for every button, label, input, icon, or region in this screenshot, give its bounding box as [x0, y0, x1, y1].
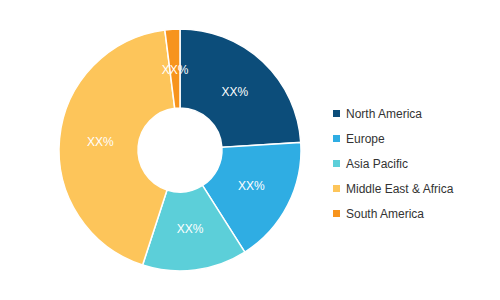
legend-swatch — [333, 160, 340, 167]
legend: North America Europe Asia Pacific Middle Ea… — [333, 107, 454, 221]
legend-item: South America — [333, 207, 424, 221]
data-label: XX% — [162, 63, 189, 77]
data-label: XX% — [177, 222, 204, 236]
legend-label: Asia Pacific — [346, 157, 408, 171]
data-label: XX% — [87, 135, 114, 149]
slice — [180, 29, 301, 147]
legend-label: South America — [346, 207, 424, 221]
data-label: XX% — [238, 179, 265, 193]
data-labels: XX% XX% XX% XX% XX% — [87, 63, 265, 236]
legend-item: Asia Pacific — [333, 157, 408, 171]
data-label: XX% — [221, 85, 248, 99]
chart: XX% XX% XX% XX% XX% North America Europe Asia P… — [0, 0, 500, 300]
legend-label: Middle East & Africa — [346, 182, 454, 196]
legend-item: Europe — [333, 132, 385, 146]
legend-item: Middle East & Africa — [333, 182, 454, 196]
pie — [59, 29, 301, 271]
legend-label: Europe — [346, 132, 385, 146]
legend-swatch — [333, 210, 340, 217]
legend-label: North America — [346, 107, 422, 121]
legend-item: North America — [333, 107, 422, 121]
legend-swatch — [333, 185, 340, 192]
legend-swatch — [333, 110, 340, 117]
legend-swatch — [333, 135, 340, 142]
slice — [59, 30, 175, 265]
